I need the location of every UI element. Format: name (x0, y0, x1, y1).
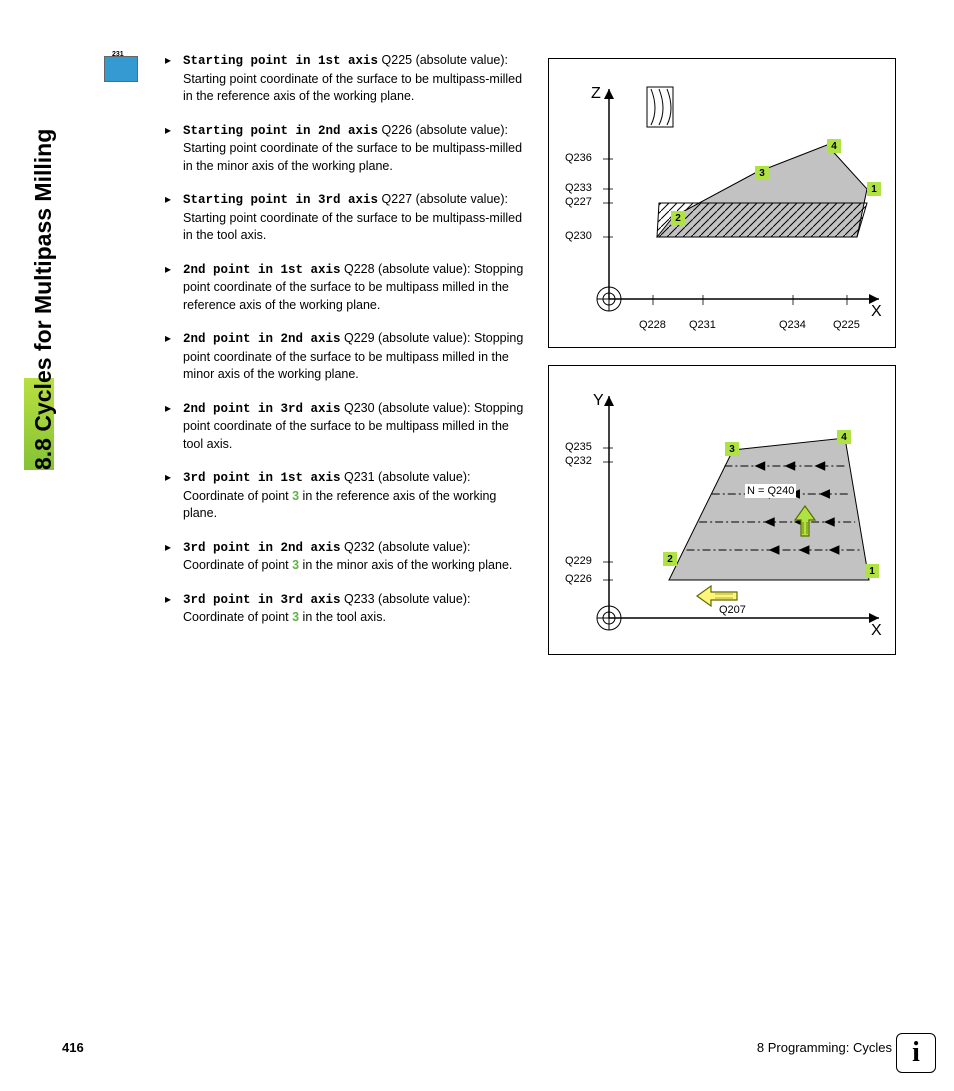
chapter-label: 8 Programming: Cycles (757, 1040, 892, 1055)
point-marker: 4 (827, 139, 841, 153)
q207-label: Q207 (719, 604, 746, 616)
axis-x-label: X (871, 303, 882, 321)
axis-x2-label: X (871, 622, 882, 640)
cycle-icon (104, 56, 138, 82)
q-label: Q226 (565, 573, 592, 585)
axis-y-label: Y (593, 392, 604, 410)
diagram-xy: Y X Q207 N = Q240 Q235 Q232 Q229 Q226 4 3 2 1 (548, 365, 896, 655)
q-label: Q233 (565, 182, 592, 194)
point-marker: 2 (663, 552, 677, 566)
parameter-item: 2nd point in 1st axis Q228 (absolute val… (165, 261, 530, 315)
point-marker: 1 (867, 182, 881, 196)
q-label: Q230 (565, 230, 592, 242)
point-marker: 2 (671, 211, 685, 225)
page-number: 416 (62, 1040, 84, 1055)
parameter-item: Starting point in 2nd axis Q226 (absolut… (165, 122, 530, 176)
parameter-item: 3rd point in 3rd axis Q233 (absolute val… (165, 591, 530, 627)
point-marker: 1 (865, 564, 879, 578)
point-marker: 3 (755, 166, 769, 180)
axis-z-label: Z (591, 85, 601, 103)
parameter-item: 3rd point in 2nd axis Q232 (absolute val… (165, 539, 530, 575)
info-icon: i (896, 1033, 936, 1073)
q-label: Q231 (689, 319, 716, 331)
parameter-item: 2nd point in 3rd axis Q230 (absolute val… (165, 400, 530, 454)
q-label: Q228 (639, 319, 666, 331)
parameter-item: Starting point in 1st axis Q225 (absolut… (165, 52, 530, 106)
cycle-icon-label: 231 (112, 51, 124, 58)
diagram-xz: Z X Q236 Q233 Q227 Q230 Q228 Q231 Q234 Q225 4 3 1 2 (548, 58, 896, 348)
page-footer: 416 8 Programming: Cycles (62, 1040, 892, 1055)
q-label: Q234 (779, 319, 806, 331)
q-label: Q225 (833, 319, 860, 331)
q-label: Q236 (565, 152, 592, 164)
parameter-item: 3rd point in 1st axis Q231 (absolute val… (165, 469, 530, 523)
parameter-item: Starting point in 3rd axis Q227 (absolut… (165, 191, 530, 245)
point-marker: 4 (837, 430, 851, 444)
section-title: 8.8 Cycles for Multipass Milling (30, 129, 57, 470)
diagram-xz-svg (549, 59, 897, 349)
parameter-list: Starting point in 1st axis Q225 (absolut… (165, 52, 530, 643)
q-label: Q235 (565, 441, 592, 453)
q-label: Q229 (565, 555, 592, 567)
q-label: Q227 (565, 196, 592, 208)
n-label: N = Q240 (745, 484, 796, 498)
point-marker: 3 (725, 442, 739, 456)
parameter-item: 2nd point in 2nd axis Q229 (absolute val… (165, 330, 530, 384)
q-label: Q232 (565, 455, 592, 467)
